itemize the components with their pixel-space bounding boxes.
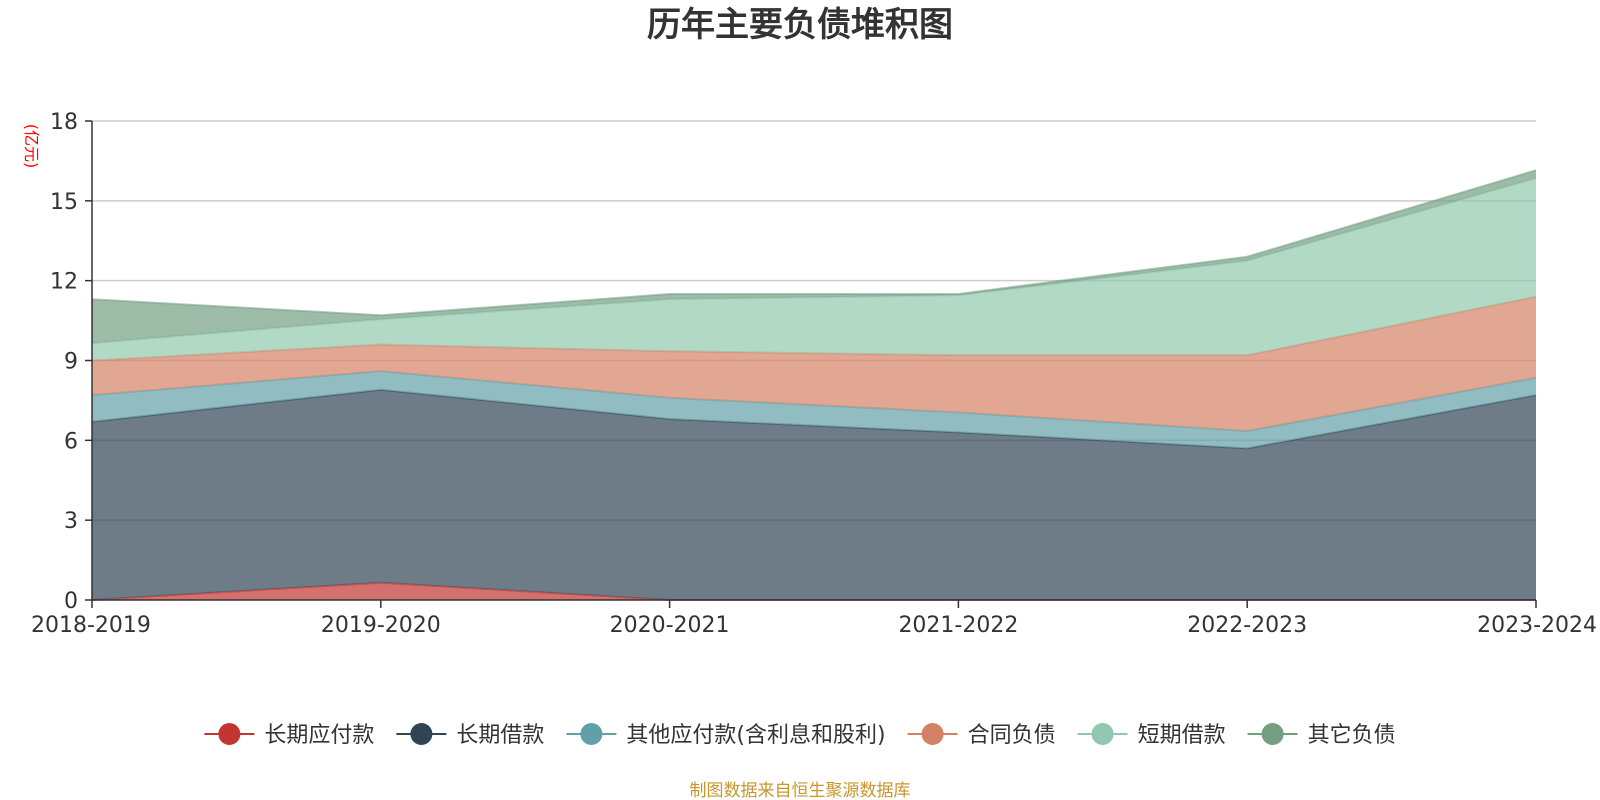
legend-item-4[interactable]: 合同负债	[907, 723, 1056, 748]
legend-item-2[interactable]: 长期借款	[396, 723, 544, 748]
y-tick-label: 3	[64, 509, 78, 534]
legend-label: 合同负债	[968, 723, 1056, 748]
legend-circle-icon	[1261, 723, 1284, 745]
area-series-3	[92, 371, 1536, 449]
legend-circle-icon	[921, 723, 944, 745]
legend-circle-icon	[218, 723, 241, 745]
x-tick-label: 2018-2019	[31, 613, 151, 638]
y-tick-label: 9	[64, 350, 78, 375]
series-line-6	[91, 169, 1537, 317]
axes: 0 3 6 9 12 15 18 2018-2019 2019-2020 2020-2021 202…	[31, 110, 1597, 638]
area-series-4	[92, 296, 1536, 432]
source-note: 制图数据来自恒生聚源数据库	[690, 781, 911, 800]
legend-item-6[interactable]: 其它负债	[1247, 723, 1396, 748]
legend-label: 其他应付款(含利息和股利)	[626, 723, 885, 748]
legend-item-3[interactable]: 其他应付款(含利息和股利)	[566, 723, 886, 748]
y-tick-label: 18	[50, 110, 78, 135]
area-series-2	[92, 389, 1536, 600]
area-series	[91, 169, 1537, 601]
legend-label: 短期借款	[1138, 723, 1226, 748]
y-axis-label: (亿元)	[22, 124, 41, 169]
y-tick-label: 6	[64, 429, 78, 454]
legend-label: 长期借款	[456, 723, 544, 748]
area-series-5	[92, 178, 1536, 361]
chart-title: 历年主要负债堆积图	[647, 5, 953, 45]
legend: 长期应付款 长期借款 其他应付款(含利息和股利) 合同负债 短期借款 其它负债	[204, 723, 1396, 748]
x-tick-label: 2020-2021	[610, 613, 730, 638]
legend-label: 其它负债	[1308, 723, 1396, 748]
legend-item-1[interactable]: 长期应付款	[204, 723, 374, 748]
x-tick-label: 2023-2024	[1477, 613, 1597, 638]
legend-circle-icon	[580, 723, 603, 745]
legend-label: 长期应付款	[264, 723, 374, 748]
x-tick-label: 2019-2020	[321, 613, 441, 638]
y-tick-label: 15	[50, 190, 78, 215]
y-tick-label: 0	[64, 589, 78, 614]
legend-item-5[interactable]: 短期借款	[1077, 723, 1226, 748]
y-tick-label: 12	[50, 270, 78, 295]
legend-circle-icon	[410, 723, 433, 745]
legend-circle-icon	[1091, 723, 1114, 745]
x-tick-label: 2021-2022	[898, 613, 1018, 638]
x-tick-label: 2022-2023	[1187, 613, 1307, 638]
